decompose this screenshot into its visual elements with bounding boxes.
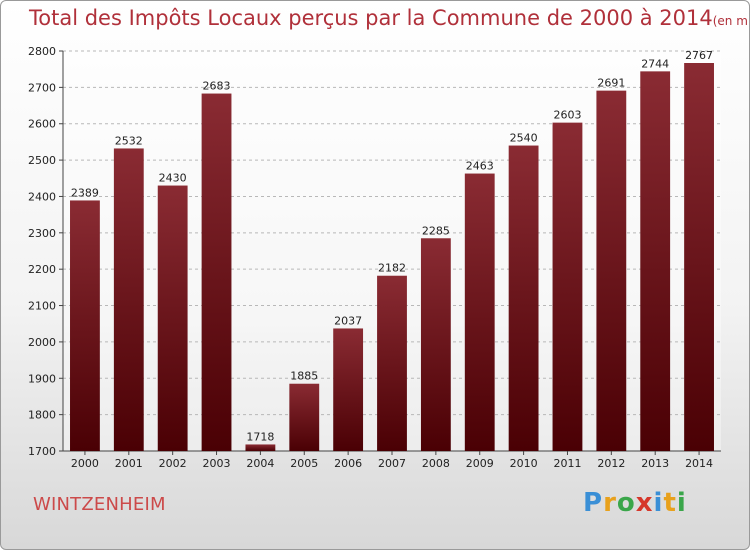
bar-value-label: 2037 xyxy=(334,314,362,327)
bar-value-label: 2389 xyxy=(71,186,99,199)
y-tick-label: 2500 xyxy=(28,154,56,167)
bar xyxy=(464,173,495,451)
bar-value-label: 2603 xyxy=(553,109,581,122)
y-tick-label: 2200 xyxy=(28,263,56,276)
bar xyxy=(552,122,583,452)
bar-value-label: 2767 xyxy=(685,49,713,62)
x-tick-label: 2014 xyxy=(685,457,713,470)
x-tick-label: 2004 xyxy=(246,457,274,470)
bar-value-label: 2691 xyxy=(597,77,625,90)
y-tick-label: 2300 xyxy=(28,227,56,240)
x-tick-label: 2013 xyxy=(641,457,669,470)
bar xyxy=(70,200,100,451)
x-tick-label: 2009 xyxy=(466,457,494,470)
y-tick-label: 2400 xyxy=(28,190,56,203)
logo-letter: i xyxy=(653,488,664,518)
logo-letter: x xyxy=(635,488,654,518)
chart-unit: (en milliers d'€) xyxy=(712,14,750,28)
bar-value-label: 2430 xyxy=(159,172,187,185)
bar xyxy=(201,93,232,451)
x-tick-label: 2008 xyxy=(422,457,450,470)
bar xyxy=(684,63,714,451)
y-tick-label: 2700 xyxy=(28,81,56,94)
x-tick-label: 2012 xyxy=(597,457,625,470)
chart-title: Total des Impôts Locaux perçus par la Co… xyxy=(29,6,750,30)
x-tick-label: 2005 xyxy=(290,457,318,470)
logo-letter: o xyxy=(616,488,636,518)
bar-value-label: 2540 xyxy=(510,132,538,145)
logo-letter: r xyxy=(603,488,617,518)
bar xyxy=(245,444,276,451)
bar-value-label: 2532 xyxy=(115,134,143,147)
bar xyxy=(289,383,320,451)
bar xyxy=(420,238,451,451)
bar-value-label: 2683 xyxy=(203,80,231,93)
bar-value-label: 2744 xyxy=(641,57,669,70)
bar-value-label: 2182 xyxy=(378,262,406,275)
commune-name: WINTZENHEIM xyxy=(33,494,166,515)
x-tick-label: 2001 xyxy=(115,457,143,470)
bar xyxy=(157,185,188,451)
bar xyxy=(596,90,627,452)
x-tick-label: 2010 xyxy=(510,457,538,470)
y-tick-label: 2100 xyxy=(28,300,56,313)
y-tick-label: 1700 xyxy=(28,445,56,458)
y-tick-label: 2000 xyxy=(28,336,56,349)
bar-value-label: 1718 xyxy=(246,430,274,443)
x-tick-label: 2000 xyxy=(71,457,99,470)
bar xyxy=(113,148,144,452)
x-tick-label: 2003 xyxy=(203,457,231,470)
y-tick-label: 1900 xyxy=(28,372,56,385)
bar-value-label: 2285 xyxy=(422,224,450,237)
bar xyxy=(377,275,407,451)
bar xyxy=(333,328,364,451)
x-tick-label: 2011 xyxy=(553,457,581,470)
logo-letter: P xyxy=(583,488,604,518)
x-tick-label: 2006 xyxy=(334,457,362,470)
y-tick-label: 1800 xyxy=(28,409,56,422)
bar-value-label: 2463 xyxy=(466,160,494,173)
bar xyxy=(508,145,539,451)
y-tick-label: 2600 xyxy=(28,118,56,131)
chart-title-text: Total des Impôts Locaux perçus par la Co… xyxy=(29,6,713,30)
bar xyxy=(640,71,671,451)
x-tick-label: 2007 xyxy=(378,457,406,470)
bar-value-label: 1885 xyxy=(290,370,318,383)
x-tick-label: 2002 xyxy=(159,457,187,470)
proxiti-logo: Proxiti xyxy=(583,488,687,518)
y-tick-label: 2800 xyxy=(28,45,56,58)
logo-letter: t xyxy=(663,488,677,518)
logo-letter: i xyxy=(676,488,687,518)
